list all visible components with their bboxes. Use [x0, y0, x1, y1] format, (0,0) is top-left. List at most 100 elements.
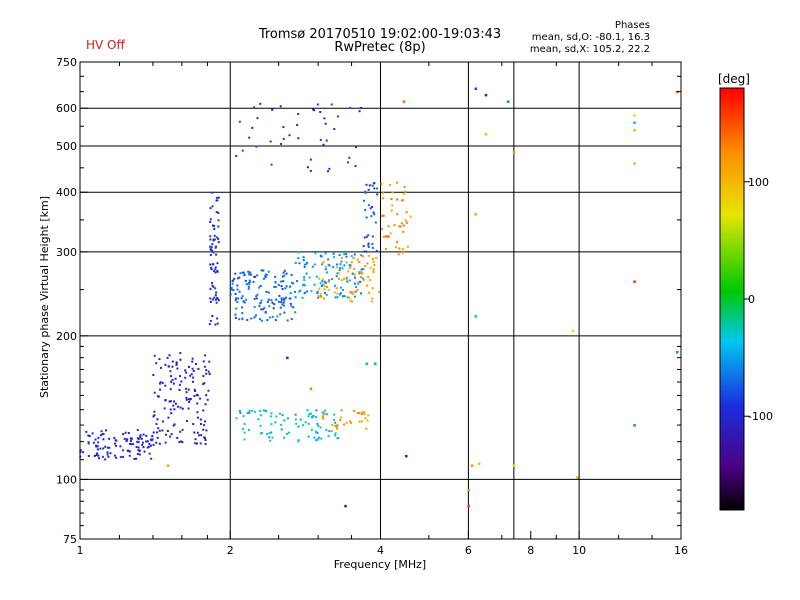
trace-point — [371, 287, 374, 290]
trace-point — [332, 252, 335, 255]
trace-point — [401, 199, 404, 202]
trace-point — [185, 391, 188, 394]
trace-point — [248, 282, 251, 285]
trace-point — [163, 407, 166, 410]
colorbar-tick-label: -100 — [748, 410, 773, 423]
trace-point — [95, 445, 98, 448]
trace-point — [257, 418, 260, 421]
trace-point — [348, 156, 351, 159]
trace-point — [367, 204, 370, 207]
trace-point — [150, 439, 153, 442]
trace-point — [249, 273, 252, 276]
trace-point — [101, 455, 104, 458]
trace-point — [295, 422, 298, 425]
trace-point — [214, 246, 217, 249]
trace-point — [178, 388, 181, 391]
trace-point — [311, 416, 314, 419]
trace-point — [325, 139, 328, 142]
hv-status-label: HV Off — [86, 38, 125, 52]
trace-point — [145, 434, 148, 437]
trace-point — [209, 300, 212, 303]
trace-point — [290, 305, 293, 308]
trace-point — [213, 296, 216, 299]
trace-point — [126, 438, 129, 441]
isolated-point — [474, 213, 477, 216]
isolated-point — [467, 489, 470, 492]
trace-point — [322, 417, 325, 420]
trace-point — [324, 268, 327, 271]
trace-point — [353, 295, 356, 298]
trace-point — [132, 443, 135, 446]
trace-point — [234, 313, 237, 316]
trace-point — [402, 224, 405, 227]
trace-point — [137, 441, 140, 444]
trace-point — [236, 301, 239, 304]
trace-point — [309, 169, 312, 172]
trace-point — [282, 297, 285, 300]
trace-point — [252, 280, 255, 283]
trace-point — [404, 219, 407, 222]
trace-point — [409, 215, 412, 218]
trace-point — [255, 295, 258, 298]
trace-point — [158, 442, 161, 445]
trace-point — [173, 400, 176, 403]
trace-point — [212, 270, 215, 273]
trace-point — [264, 275, 267, 278]
trace-point — [195, 393, 198, 396]
trace-point — [235, 417, 238, 420]
trace-point — [283, 436, 286, 439]
trace-point — [248, 409, 251, 412]
trace-point — [194, 363, 197, 366]
trace-point — [373, 213, 376, 216]
x-tick-label: 16 — [674, 544, 688, 557]
trace-point — [179, 406, 182, 409]
trace-point — [350, 291, 353, 294]
trace-point — [181, 441, 184, 444]
trace-point — [243, 438, 246, 441]
trace-point — [216, 196, 219, 199]
trace-point — [308, 276, 311, 279]
trace-point — [170, 412, 173, 415]
trace-point — [297, 257, 300, 260]
trace-point — [235, 307, 238, 310]
trace-point — [280, 299, 283, 302]
trace-point — [281, 414, 284, 417]
trace-point — [245, 283, 248, 286]
trace-point — [208, 372, 211, 375]
trace-point — [365, 235, 368, 238]
trace-point — [321, 280, 324, 283]
trace-point — [362, 255, 365, 258]
trace-point — [370, 215, 373, 218]
trace-point — [362, 267, 365, 270]
trace-point — [194, 438, 197, 441]
trace-point — [277, 300, 280, 303]
trace-point — [354, 276, 357, 279]
trace-point — [327, 280, 330, 283]
trace-point — [158, 358, 161, 361]
trace-point — [266, 432, 269, 435]
trace-point — [217, 196, 220, 199]
trace-point — [180, 380, 183, 383]
trace-point — [357, 282, 360, 285]
trace-point — [95, 454, 98, 457]
trace-point — [173, 408, 176, 411]
data-points — [79, 87, 679, 508]
phases-o-stats: mean, sd,O: -80.1, 16.3 — [531, 32, 650, 43]
trace-point — [294, 418, 297, 421]
trace-point — [283, 419, 286, 422]
isolated-point — [344, 504, 347, 508]
trace-point — [203, 382, 206, 385]
isolated-point — [484, 93, 488, 97]
trace-point — [364, 208, 367, 211]
trace-point — [352, 293, 355, 296]
trace-point — [210, 248, 213, 251]
trace-point — [356, 258, 359, 261]
trace-point — [121, 455, 124, 458]
y-tick-label: 500 — [56, 140, 77, 153]
trace-point — [380, 182, 383, 185]
trace-point — [283, 274, 286, 277]
trace-point — [209, 220, 212, 223]
trace-point — [330, 430, 333, 433]
trace-point — [396, 181, 399, 184]
trace-point — [275, 415, 278, 418]
